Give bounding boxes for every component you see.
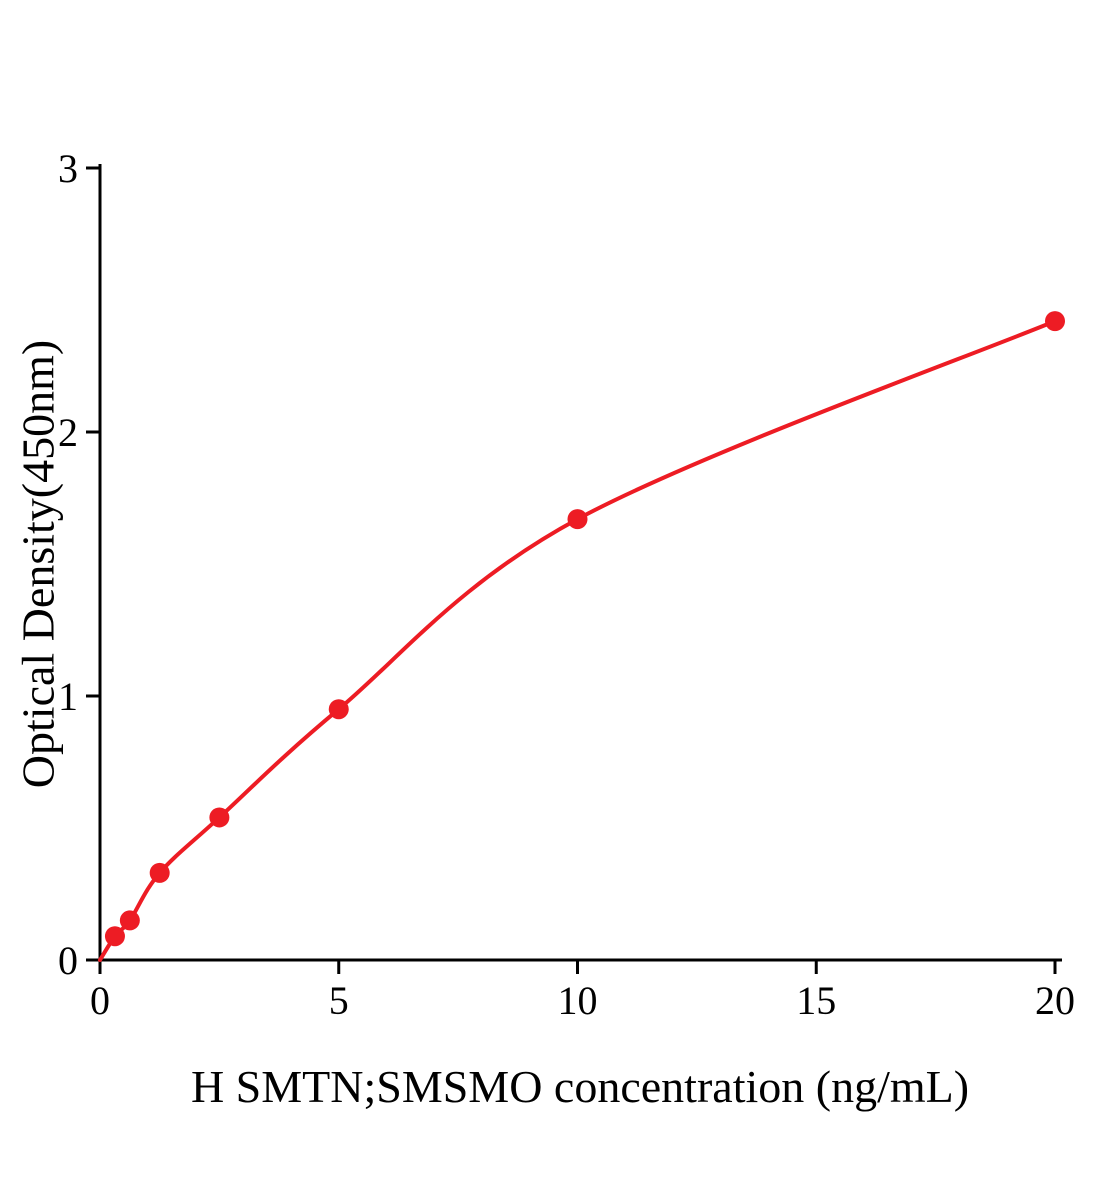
x-tick-label: 20 (1035, 978, 1075, 1023)
x-tick-label: 0 (90, 978, 110, 1023)
data-point (149, 862, 170, 883)
y-axis-label: Optical Density(450nm) (12, 339, 64, 789)
data-point (119, 910, 140, 931)
data-point (567, 509, 588, 530)
data-point (328, 699, 349, 720)
x-axis-label: H SMTN;SMSMO concentration (ng/mL) (190, 1061, 970, 1112)
data-point (1045, 311, 1065, 332)
y-tick-label: 3 (58, 146, 78, 191)
y-tick-label: 2 (58, 410, 78, 455)
data-point (104, 926, 125, 947)
y-tick-label: 1 (58, 674, 78, 719)
x-tick-label: 15 (796, 978, 836, 1023)
x-tick-label: 5 (329, 978, 349, 1023)
data-point (209, 807, 230, 828)
y-tick-label: 0 (58, 938, 78, 983)
fitted-curve (98, 319, 1057, 962)
x-tick-label: 10 (558, 978, 598, 1023)
